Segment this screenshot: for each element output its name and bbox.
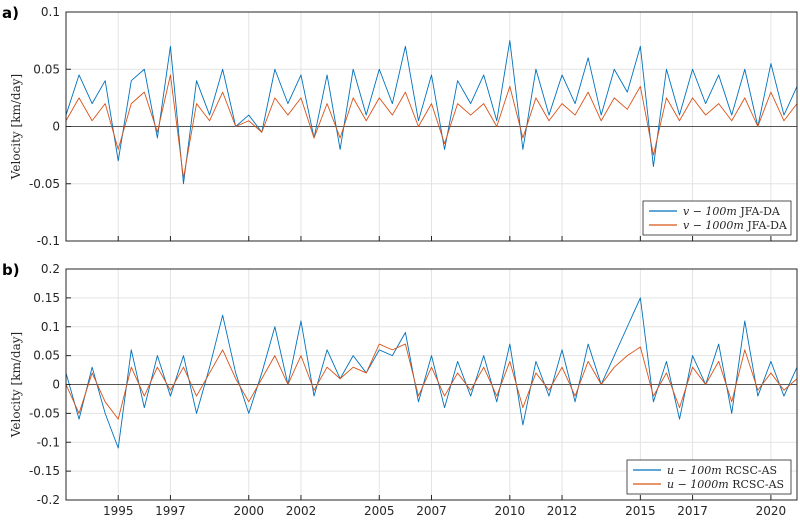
series-line-2 [65, 343, 798, 420]
legend-source: JFA-DA [746, 219, 788, 232]
x-tick-label: 2020 [756, 504, 787, 518]
legend-math: u − 1000m [667, 478, 732, 491]
y-tick-label: -0.05 [29, 406, 60, 420]
y-tick-label: 0.1 [41, 320, 60, 334]
legend-math: u − 100m [667, 464, 725, 477]
x-tick-label: 2007 [416, 504, 447, 518]
series-line-2 [65, 74, 798, 179]
legend-box [626, 459, 792, 495]
y-axis-label: Velocity [km/day] [9, 74, 23, 180]
x-tick-label: 1997 [155, 504, 186, 518]
panel-a: -0.1 -0.05 0 0.05 0.1 Velocity [km/day] a) v − … [2, 4, 798, 248]
y-axis-label: Velocity [km/day] [9, 332, 23, 438]
series-line-1 [65, 297, 798, 449]
x-tick-label: 2000 [233, 504, 264, 518]
legend-label-1: u − 100m RCSC-AS [667, 464, 777, 477]
y-tick-label: 0.05 [33, 62, 60, 76]
y-tick-label: 0.1 [41, 5, 60, 19]
y-tick-label: 0 [52, 120, 60, 134]
x-tick-label: 1995 [103, 504, 134, 518]
y-tick-label: 0 [52, 378, 60, 392]
legend-box [642, 200, 792, 236]
legend-math: v − 100m [683, 205, 740, 218]
legend-label-2: u − 1000m RCSC-AS [667, 478, 784, 491]
x-tick-label: 2010 [495, 504, 526, 518]
y-tick-label: 0.2 [41, 262, 60, 276]
legend-source: JFA-DA [739, 205, 781, 218]
legend-label-1: v − 100m JFA-DA [683, 205, 781, 218]
legend: v − 100m JFA-DAv − 1000m JFA-DA [642, 200, 792, 236]
y-tick-label: -0.05 [29, 177, 60, 191]
legend-label-2: v − 1000m JFA-DA [683, 219, 788, 232]
panel-b: -0.2 -0.15 -0.1 -0.05 0 0.05 0.1 0.15 0.2 1995 199… [2, 261, 798, 518]
legend-source: RCSC-AS [725, 464, 777, 477]
y-tick-label: 0.05 [33, 349, 60, 363]
panel-label: b) [2, 261, 20, 279]
y-tick-label: 0.15 [33, 291, 60, 305]
x-tick-label: 2017 [677, 504, 708, 518]
y-tick-label: -0.1 [37, 234, 60, 248]
y-tick-label: -0.1 [37, 435, 60, 449]
y-tick-label: -0.15 [29, 464, 60, 478]
legend-source: RCSC-AS [732, 478, 784, 491]
x-tick-label: 2002 [286, 504, 317, 518]
panel-label: a) [2, 4, 19, 22]
x-tick-label: 2015 [625, 504, 656, 518]
legend-math: v − 1000m [683, 219, 747, 232]
legend: u − 100m RCSC-ASu − 1000m RCSC-AS [626, 459, 792, 495]
y-tick-label: -0.2 [37, 493, 60, 507]
x-tick-label: 2012 [547, 504, 578, 518]
series-line-1 [65, 40, 798, 185]
x-tick-label: 2005 [364, 504, 395, 518]
